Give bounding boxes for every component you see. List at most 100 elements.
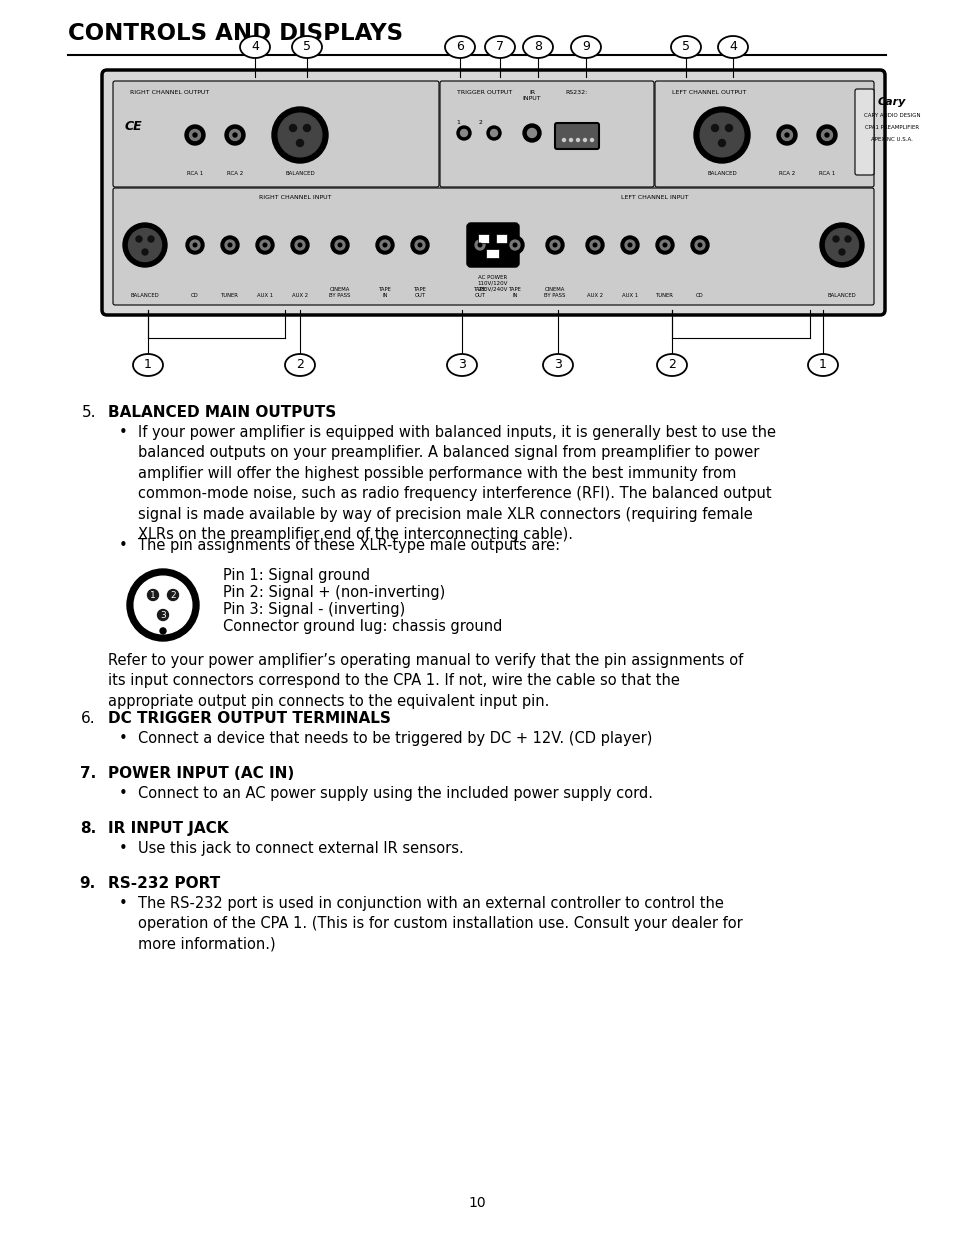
Text: Connect a device that needs to be triggered by DC + 12V. (CD player): Connect a device that needs to be trigge… bbox=[138, 731, 652, 746]
Text: Use this jack to connect external IR sensors.: Use this jack to connect external IR sen… bbox=[138, 841, 463, 856]
Text: Connect to an AC power supply using the included power supply cord.: Connect to an AC power supply using the … bbox=[138, 785, 652, 802]
FancyBboxPatch shape bbox=[854, 89, 873, 175]
Text: IR
INPUT: IR INPUT bbox=[522, 90, 540, 101]
Circle shape bbox=[724, 125, 732, 131]
Text: TUNER: TUNER bbox=[221, 293, 238, 298]
Text: BALANCED: BALANCED bbox=[285, 170, 314, 177]
Circle shape bbox=[415, 240, 424, 249]
Circle shape bbox=[186, 236, 204, 254]
Circle shape bbox=[289, 125, 296, 131]
Circle shape bbox=[148, 236, 153, 242]
Text: AUX 2: AUX 2 bbox=[292, 293, 308, 298]
FancyBboxPatch shape bbox=[439, 82, 654, 186]
Circle shape bbox=[662, 243, 666, 247]
Ellipse shape bbox=[657, 354, 686, 375]
Circle shape bbox=[331, 236, 349, 254]
Circle shape bbox=[383, 243, 386, 247]
Circle shape bbox=[142, 249, 148, 254]
Text: 1: 1 bbox=[144, 358, 152, 372]
Circle shape bbox=[411, 236, 429, 254]
Circle shape bbox=[417, 243, 421, 247]
Text: AUX 1: AUX 1 bbox=[621, 293, 638, 298]
Circle shape bbox=[522, 124, 540, 142]
Text: IR INPUT JACK: IR INPUT JACK bbox=[108, 821, 229, 836]
FancyBboxPatch shape bbox=[112, 82, 438, 186]
Text: CINEMA
BY PASS: CINEMA BY PASS bbox=[544, 288, 565, 298]
Ellipse shape bbox=[542, 354, 573, 375]
Text: 5.: 5. bbox=[81, 405, 96, 420]
Circle shape bbox=[230, 130, 240, 141]
Text: CD: CD bbox=[696, 293, 703, 298]
Circle shape bbox=[456, 126, 471, 140]
Text: 7.: 7. bbox=[80, 766, 96, 781]
Circle shape bbox=[711, 125, 718, 131]
Circle shape bbox=[168, 589, 178, 600]
Ellipse shape bbox=[444, 36, 475, 58]
Text: CONTROLS AND DISPLAYS: CONTROLS AND DISPLAYS bbox=[68, 22, 403, 44]
Circle shape bbox=[700, 114, 743, 157]
Circle shape bbox=[375, 236, 394, 254]
Circle shape bbox=[576, 138, 578, 142]
Circle shape bbox=[225, 240, 234, 249]
Text: CPA1 PREAMPLIFIER: CPA1 PREAMPLIFIER bbox=[864, 125, 918, 130]
Circle shape bbox=[820, 224, 863, 267]
Circle shape bbox=[260, 240, 270, 249]
Circle shape bbox=[505, 236, 523, 254]
Text: •: • bbox=[118, 731, 128, 746]
Circle shape bbox=[656, 236, 673, 254]
Text: RCA 1: RCA 1 bbox=[187, 170, 203, 177]
Circle shape bbox=[477, 243, 481, 247]
Circle shape bbox=[160, 627, 166, 634]
FancyBboxPatch shape bbox=[655, 82, 873, 186]
Circle shape bbox=[221, 236, 239, 254]
Text: POWER INPUT (AC IN): POWER INPUT (AC IN) bbox=[108, 766, 294, 781]
Text: TUNER: TUNER bbox=[656, 293, 673, 298]
Text: 6: 6 bbox=[456, 41, 463, 53]
Text: 8.: 8. bbox=[80, 821, 96, 836]
Circle shape bbox=[776, 125, 796, 144]
Text: RCA 1: RCA 1 bbox=[818, 170, 834, 177]
Circle shape bbox=[659, 240, 669, 249]
Circle shape bbox=[718, 140, 724, 147]
Text: 4: 4 bbox=[251, 41, 258, 53]
Text: 3: 3 bbox=[160, 610, 166, 620]
Ellipse shape bbox=[484, 36, 515, 58]
Circle shape bbox=[838, 249, 844, 254]
Circle shape bbox=[781, 130, 792, 141]
Circle shape bbox=[553, 243, 557, 247]
Text: 9.: 9. bbox=[80, 876, 96, 890]
Circle shape bbox=[193, 133, 196, 137]
Text: DC TRIGGER OUTPUT TERMINALS: DC TRIGGER OUTPUT TERMINALS bbox=[108, 711, 391, 726]
Circle shape bbox=[278, 114, 321, 157]
Circle shape bbox=[303, 125, 310, 131]
FancyBboxPatch shape bbox=[112, 188, 873, 305]
Circle shape bbox=[627, 243, 631, 247]
Text: APEX NC U.S.A.: APEX NC U.S.A. bbox=[870, 137, 912, 142]
Circle shape bbox=[784, 133, 788, 137]
Circle shape bbox=[490, 130, 497, 137]
Text: RCA 2: RCA 2 bbox=[778, 170, 794, 177]
Circle shape bbox=[585, 236, 603, 254]
Text: TAPE
IN: TAPE IN bbox=[508, 288, 521, 298]
Circle shape bbox=[157, 610, 169, 620]
Text: 10: 10 bbox=[468, 1195, 485, 1210]
Circle shape bbox=[190, 240, 200, 249]
Circle shape bbox=[255, 236, 274, 254]
Text: TRIGGER OUTPUT: TRIGGER OUTPUT bbox=[456, 90, 512, 95]
Circle shape bbox=[545, 236, 563, 254]
Text: •: • bbox=[118, 897, 128, 911]
Circle shape bbox=[620, 236, 639, 254]
Circle shape bbox=[513, 243, 517, 247]
Ellipse shape bbox=[718, 36, 747, 58]
Text: If your power amplifier is equipped with balanced inputs, it is generally best t: If your power amplifier is equipped with… bbox=[138, 425, 775, 542]
Text: TAPE
OUT: TAPE OUT bbox=[414, 288, 426, 298]
Text: AC POWER
110V/120V
230V/240V: AC POWER 110V/120V 230V/240V bbox=[477, 275, 508, 291]
Text: 2: 2 bbox=[295, 358, 304, 372]
Text: 9: 9 bbox=[581, 41, 589, 53]
Circle shape bbox=[698, 243, 701, 247]
Text: The RS-232 port is used in conjunction with an external controller to control th: The RS-232 port is used in conjunction w… bbox=[138, 897, 742, 952]
Text: 4: 4 bbox=[728, 41, 736, 53]
Circle shape bbox=[527, 128, 536, 137]
Text: RS-232 PORT: RS-232 PORT bbox=[108, 876, 220, 890]
Circle shape bbox=[272, 107, 328, 163]
